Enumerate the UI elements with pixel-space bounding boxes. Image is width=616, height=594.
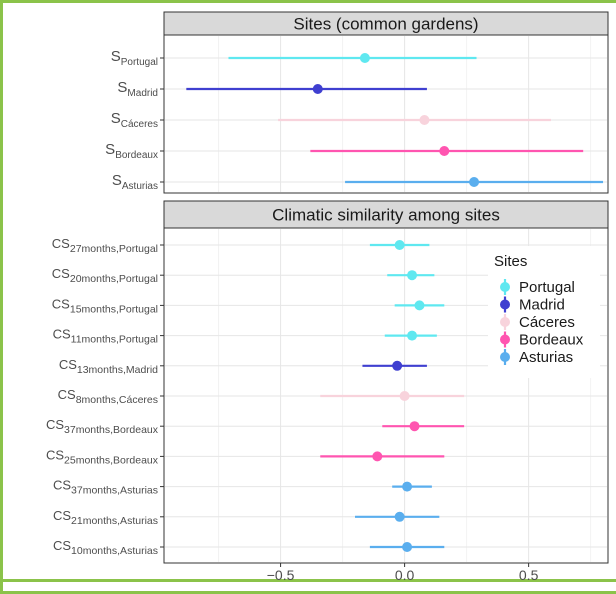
panel-title: Sites (common gardens): [293, 15, 478, 34]
point-portugal: [359, 53, 370, 63]
legend-key-point: [500, 317, 510, 327]
x-tick-label: 0.5: [519, 567, 539, 583]
point-portugal: [407, 270, 418, 281]
y-tick-label: CS8months,Cáceres: [58, 387, 158, 406]
point-asturias: [394, 511, 405, 522]
figure-frame-bottom: [0, 579, 616, 582]
y-tick-label: SAsturias: [112, 172, 158, 192]
legend-key-point: [500, 299, 510, 310]
y-tick-label: CS15months,Portugal: [52, 296, 158, 315]
legend-label-bordeaux: Bordeaux: [519, 332, 584, 349]
y-tick-label: CS25months,Bordeaux: [46, 447, 159, 466]
panel-strip: [163, 200, 609, 229]
y-tick-label: CS21months,Asturias: [53, 508, 158, 527]
point-cáceres: [419, 115, 430, 125]
legend-title: Sites: [494, 253, 527, 270]
point-asturias: [402, 481, 413, 492]
panel-plot-area: [163, 34, 609, 194]
y-tick-label: CS37months,Asturias: [53, 478, 158, 497]
point-madrid: [392, 360, 403, 371]
y-tick-label: SPortugal: [111, 48, 158, 68]
y-tick-label: CS37months,Bordeaux: [46, 417, 159, 436]
point-bordeaux: [439, 146, 450, 156]
point-asturias: [402, 542, 413, 552]
x-tick-label: 0.0: [395, 567, 415, 583]
y-tick-label: CS11months,Portugal: [53, 327, 158, 346]
legend: Sites PortugalMadridCáceresBordeauxAsturi…: [488, 246, 600, 378]
y-tick-label: CS20months,Portugal: [52, 266, 158, 285]
y-tick-label: SCáceres: [111, 110, 158, 130]
y-tick-label: SMadrid: [117, 79, 158, 99]
legend-key-madrid: [500, 296, 510, 313]
panel-title: Climatic similarity among sites: [272, 206, 500, 225]
point-bordeaux: [372, 451, 383, 462]
y-tick-label: CS27months,Portugal: [52, 236, 158, 255]
y-tick-label: CS13months,Madrid: [59, 357, 158, 376]
legend-label-asturias: Asturias: [519, 349, 573, 366]
point-portugal: [394, 240, 405, 250]
legend-key-bordeaux: [500, 331, 510, 348]
legend-key-asturias: [500, 349, 510, 365]
legend-key-point: [500, 352, 510, 362]
legend-label-portugal: Portugal: [519, 279, 575, 296]
point-bordeaux: [409, 421, 420, 432]
legend-key-portugal: [500, 279, 510, 295]
y-tick-label: CS10months,Asturias: [53, 538, 158, 557]
point-asturias: [469, 177, 480, 187]
x-tick-label: −0.5: [267, 567, 295, 583]
point-portugal: [414, 300, 425, 311]
y-tick-label: SBordeaux: [105, 141, 158, 161]
legend-key-cáceres: [500, 314, 510, 330]
point-cáceres: [399, 391, 410, 401]
legend-key-point: [500, 334, 510, 345]
legend-label-cáceres: Cáceres: [519, 314, 575, 331]
legend-key-point: [500, 282, 510, 292]
point-portugal: [407, 330, 418, 341]
legend-label-madrid: Madrid: [519, 297, 565, 314]
point-madrid: [312, 84, 323, 94]
panel-1: Sites (common gardens) SPortugal SMadrid SC…: [105, 11, 609, 194]
